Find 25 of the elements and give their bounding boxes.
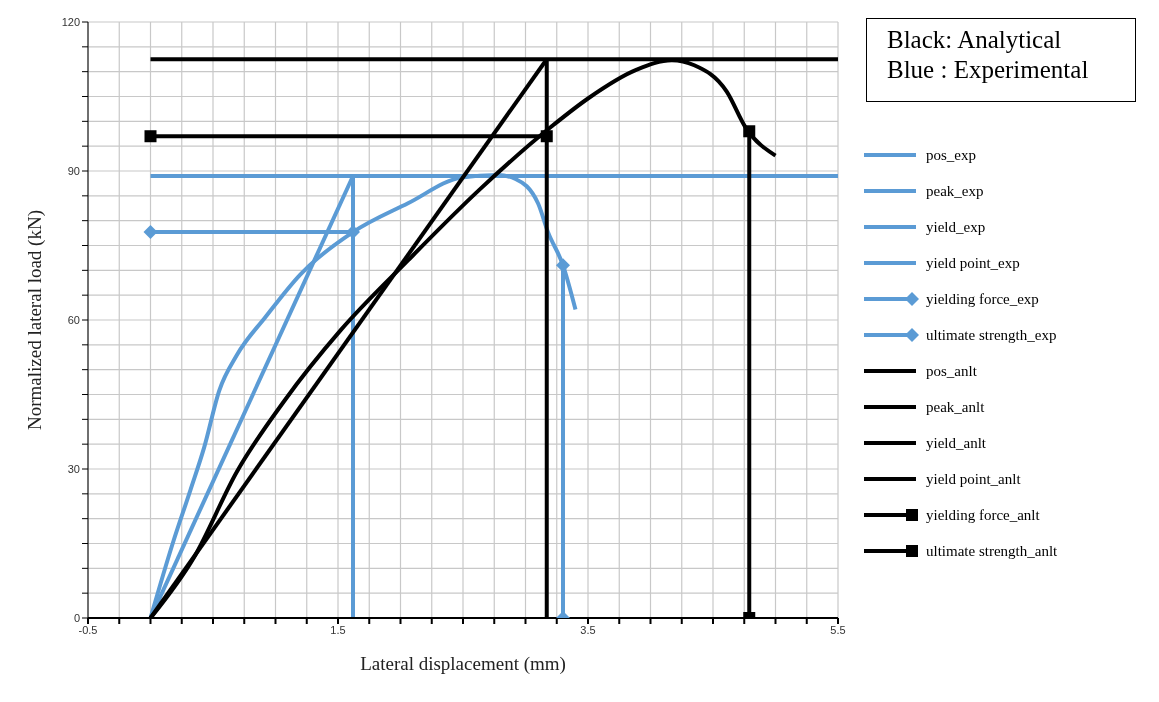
legend-label: pos_anlt (926, 362, 977, 380)
text: Blue : Experimental (887, 55, 1090, 85)
legend-label: ultimate strength_anlt (926, 542, 1058, 560)
legend-label: yielding force_exp (926, 290, 1039, 308)
x-tick-label: -0.5 (78, 623, 98, 636)
legend-label: peak_exp (926, 182, 984, 200)
legend-label: yielding force_anlt (926, 506, 1040, 524)
legend-label: pos_exp (926, 146, 976, 164)
legend-label: yield_exp (926, 218, 986, 236)
legend-label: yield point_anlt (926, 470, 1021, 488)
y-tick-label: 30 (67, 462, 80, 475)
y-tick-label: 120 (61, 15, 80, 28)
y-axis-title: Normalized lateral load (kN) (23, 210, 46, 430)
x-axis-title: Lateral displacement (mm) (360, 653, 566, 675)
legend-label: peak_anlt (926, 398, 985, 416)
y-tick-label: 0 (73, 611, 80, 624)
y-tick-label: 90 (67, 164, 80, 177)
legend-label: yield_anlt (926, 434, 986, 452)
x-tick-label: 3.5 (580, 623, 596, 636)
text: Black: Analytical (887, 25, 1063, 55)
x-tick-label: 1.5 (330, 623, 346, 636)
legend-label: yield point_exp (926, 254, 1020, 272)
legend-label: ultimate strength_exp (926, 326, 1057, 344)
y-tick-label: 60 (67, 313, 80, 326)
x-tick-label: 5.5 (830, 623, 846, 636)
